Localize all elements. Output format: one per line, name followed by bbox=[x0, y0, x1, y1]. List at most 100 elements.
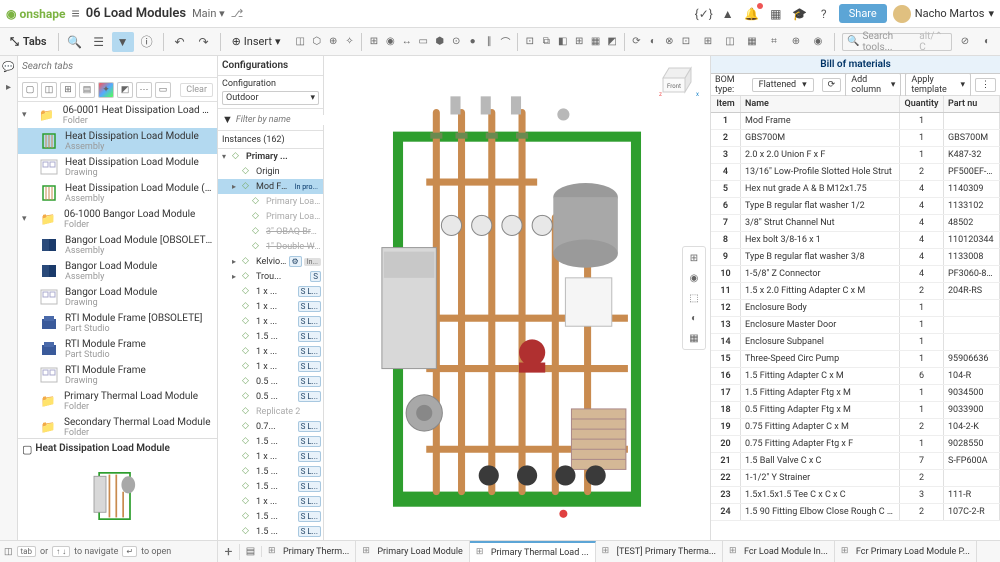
instance-item[interactable]: ◇Primary Load Mod... bbox=[218, 194, 323, 209]
col-qty[interactable]: Quantity bbox=[900, 96, 944, 112]
filter-icon[interactable]: ▼ bbox=[112, 32, 134, 52]
tool-r8[interactable]: ⊘ bbox=[956, 33, 974, 51]
mate-parallel-icon[interactable]: ∥ bbox=[481, 33, 496, 51]
tree-item[interactable]: Bangor Load ModuleDrawing bbox=[18, 284, 217, 310]
document-tab[interactable]: ⊞Primary Therm... bbox=[262, 541, 356, 562]
apply-template-button[interactable]: Apply template ▾ bbox=[905, 73, 971, 97]
info-icon[interactable]: ⓘ bbox=[136, 32, 158, 52]
add-tab-button[interactable]: + bbox=[218, 544, 240, 560]
rail-expand-icon[interactable]: ▸ bbox=[2, 80, 16, 94]
mate-planar-icon[interactable]: ▭ bbox=[416, 33, 431, 51]
insert-button[interactable]: ⊕ Insert ▾ bbox=[226, 32, 287, 52]
tool-c2[interactable]: ◐ bbox=[645, 33, 660, 51]
instance-item[interactable]: ◇1.5 ...S L... bbox=[218, 329, 323, 344]
undo-icon[interactable]: ↶ bbox=[169, 32, 191, 52]
instance-item[interactable]: ◇1 x ...S L... bbox=[218, 284, 323, 299]
tool-b4[interactable]: ⊞ bbox=[571, 33, 586, 51]
bom-row[interactable]: 231.5x1.5x1.5 Tee C x C x C3111-R bbox=[711, 487, 1000, 504]
tool-a2[interactable]: ⬡ bbox=[309, 33, 324, 51]
instance-item[interactable]: ▸◇Mod Fra...In pro... bbox=[218, 179, 323, 194]
bom-row[interactable]: 111.5 x 2.0 Fitting Adapter C x M2204R-R… bbox=[711, 283, 1000, 300]
tool-r9[interactable]: ◐ bbox=[978, 33, 996, 51]
bom-row[interactable]: 5Hex nut grade A & B M12x1.7541140309 bbox=[711, 181, 1000, 198]
tool-r6[interactable]: ⊕ bbox=[787, 33, 805, 51]
instance-item[interactable]: ◇Primary Load Mod... bbox=[218, 209, 323, 224]
help-icon[interactable]: ? bbox=[815, 5, 833, 23]
tree-item[interactable]: Heat Dissipation Load ModuleAssembly bbox=[18, 128, 217, 154]
bom-row[interactable]: 211.5 Ball Valve C x C7S-FP600A bbox=[711, 453, 1000, 470]
clear-button[interactable]: Clear bbox=[180, 83, 213, 97]
tree-folder[interactable]: ▾📁06-1000 Bangor Load ModuleFolder bbox=[18, 206, 217, 232]
bom-row[interactable]: 171.5 Fitting Adapter Ftg x M19034500 bbox=[711, 385, 1000, 402]
instance-item[interactable]: ◇1.5 ...S L... bbox=[218, 479, 323, 494]
tree-item[interactable]: Heat Dissipation Load ModuleDrawing bbox=[18, 154, 217, 180]
canvas-tool-4[interactable]: ◐ bbox=[686, 310, 702, 326]
tool-r2[interactable]: ⊞ bbox=[699, 33, 717, 51]
document-tab[interactable]: ⊞Fcr Primary Load Module P... bbox=[835, 541, 977, 562]
cat-all-icon[interactable]: ▢ bbox=[22, 82, 38, 98]
tree-item[interactable]: RTI Module FrameDrawing bbox=[18, 362, 217, 388]
tool-r1[interactable]: ⊡ bbox=[677, 33, 695, 51]
instance-item[interactable]: ◇0.5 Ball V... bbox=[218, 539, 323, 540]
tool-a4[interactable]: ✧ bbox=[342, 33, 357, 51]
share-button[interactable]: Share bbox=[839, 4, 887, 23]
logo[interactable]: ◉ onshape bbox=[6, 7, 66, 21]
bom-row[interactable]: 6Type B regular flat washer 1/241133102 bbox=[711, 198, 1000, 215]
bom-row[interactable]: 180.5 Fitting Adapter Ftg x M19033900 bbox=[711, 402, 1000, 419]
bom-row[interactable]: 241.5 90 Fitting Elbow Close Rough C x C… bbox=[711, 504, 1000, 521]
cat-fs-icon[interactable]: ✦ bbox=[98, 82, 114, 98]
tree-item[interactable]: Heat Dissipation Load Module (2"...Assem… bbox=[18, 180, 217, 206]
bom-row[interactable]: 101-5/8" Z Connector4PF3060-8EC bbox=[711, 266, 1000, 283]
bom-row[interactable]: 1Mod Frame1 bbox=[711, 113, 1000, 130]
version-graph-icon[interactable]: ⎇ bbox=[231, 7, 244, 20]
bom-row[interactable]: 413/16" Low-Profile Slotted Hole Strut2P… bbox=[711, 164, 1000, 181]
learn-icon[interactable]: 🎓 bbox=[791, 5, 809, 23]
menu-icon[interactable]: ≡ bbox=[72, 5, 80, 22]
instance-item[interactable]: ◇1.5 ...S L... bbox=[218, 509, 323, 524]
tree-folder[interactable]: 📁Primary Thermal Load ModuleFolder bbox=[18, 388, 217, 414]
tab-menu-button[interactable]: ▤ bbox=[240, 546, 262, 557]
instance-item[interactable]: ◇0.5 ...S L... bbox=[218, 389, 323, 404]
bom-row[interactable]: 13Enclosure Master Door1 bbox=[711, 317, 1000, 334]
bom-refresh-button[interactable]: ⟳ bbox=[822, 78, 842, 92]
tool-b3[interactable]: ◧ bbox=[555, 33, 570, 51]
tree-item[interactable]: Bangor Load Module [OBSOLETE]Assembly bbox=[18, 232, 217, 258]
bom-row[interactable]: 14Enclosure Subpanel1 bbox=[711, 334, 1000, 351]
bom-more-button[interactable]: ⋮ bbox=[975, 78, 996, 92]
col-name[interactable]: Name bbox=[741, 96, 900, 112]
col-pn[interactable]: Part nu bbox=[944, 96, 1000, 112]
cat-folder-icon[interactable]: ▭ bbox=[155, 82, 171, 98]
tree-folder[interactable]: 📁Secondary Thermal Load ModuleFolder bbox=[18, 414, 217, 438]
instance-item[interactable]: ◇1.5 ...S L... bbox=[218, 524, 323, 539]
document-tab[interactable]: ⊞Fcr Load Module In... bbox=[723, 541, 835, 562]
tool-a1[interactable]: ◫ bbox=[293, 33, 308, 51]
bom-type-select[interactable]: Flattened▾ bbox=[752, 78, 814, 92]
cat-more-icon[interactable]: ⋯ bbox=[136, 82, 152, 98]
tool-c3[interactable]: ⊗ bbox=[662, 33, 677, 51]
mate-tangent-icon[interactable]: ⌒ bbox=[498, 33, 513, 51]
bom-row[interactable]: 221-1/2" Y Strainer2 bbox=[711, 470, 1000, 487]
group-icon[interactable]: ⊡ bbox=[522, 33, 537, 51]
tool-a3[interactable]: ⊕ bbox=[325, 33, 340, 51]
tabs-search-input[interactable] bbox=[22, 61, 213, 72]
braces-icon[interactable]: {✓} bbox=[695, 5, 713, 23]
bom-row[interactable]: 32.0 x 2.0 Union F x F1K487-32 bbox=[711, 147, 1000, 164]
mate-slider-icon[interactable]: ↔ bbox=[399, 33, 414, 51]
tool-r7[interactable]: ◉ bbox=[809, 33, 827, 51]
search-tools[interactable]: 🔍 Search tools... alt/⌃ C bbox=[842, 33, 952, 51]
canvas-tool-3[interactable]: ⬚ bbox=[686, 290, 702, 306]
bom-row[interactable]: 200.75 Fitting Adapter Ftg x F19028550 bbox=[711, 436, 1000, 453]
mate-fastened-icon[interactable]: ⊞ bbox=[366, 33, 381, 51]
col-item[interactable]: Item bbox=[711, 96, 741, 112]
instance-item[interactable]: ◇0.5 ...S L... bbox=[218, 374, 323, 389]
tool-r4[interactable]: ▦ bbox=[743, 33, 761, 51]
tool-c1[interactable]: ⟳ bbox=[629, 33, 644, 51]
config-select[interactable]: Outdoor▾ bbox=[222, 91, 319, 105]
tabs-toggle[interactable]: ⤡Tabs bbox=[4, 35, 53, 49]
tool-b5[interactable]: ▦ bbox=[588, 33, 603, 51]
tree-folder[interactable]: ▾📁06-0001 Heat Dissipation Load ModuleFo… bbox=[18, 102, 217, 128]
tree-item[interactable]: RTI Module FramePart Studio bbox=[18, 336, 217, 362]
add-column-button[interactable]: Add column ▾ bbox=[845, 73, 901, 97]
relation-icon[interactable]: ⧉ bbox=[539, 33, 554, 51]
tabs-search[interactable] bbox=[18, 56, 217, 78]
